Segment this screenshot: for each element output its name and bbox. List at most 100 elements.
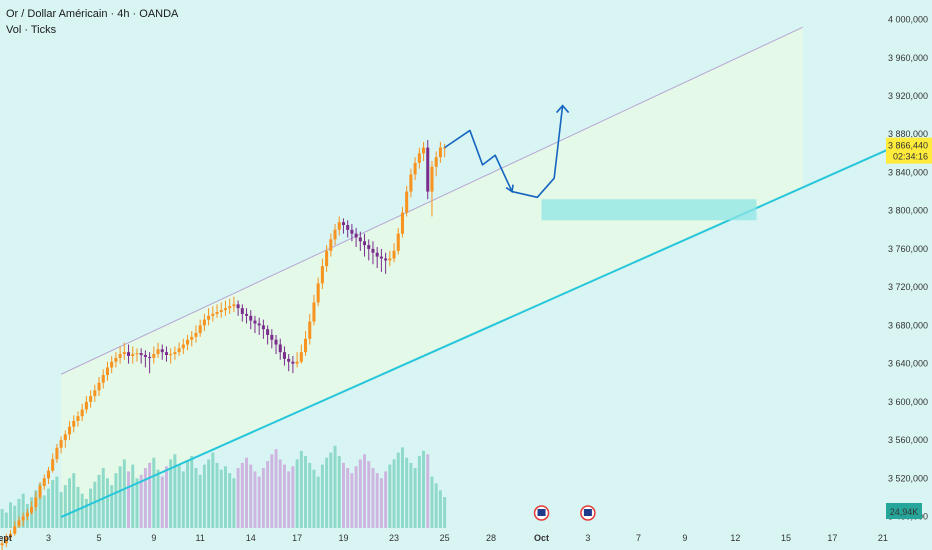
volume-bar <box>438 490 442 528</box>
candle-body <box>371 248 375 253</box>
volume-bar <box>211 452 215 528</box>
candle-body <box>105 367 109 376</box>
candle-body <box>337 222 341 230</box>
y-tick-label: 3 920,000 <box>888 91 928 101</box>
candle-body <box>93 390 97 397</box>
volume-bar <box>232 478 236 528</box>
x-tick-label: 25 <box>440 533 450 543</box>
volume-bar <box>396 452 400 528</box>
volume-bar <box>93 481 97 528</box>
candle-body <box>392 250 396 259</box>
candle-body <box>135 353 139 355</box>
volume-bar <box>110 485 114 528</box>
volume-bar <box>198 474 202 528</box>
volume-bar <box>304 456 308 528</box>
volume-bar <box>388 464 392 528</box>
candle-body <box>367 245 371 249</box>
candle-body <box>236 304 240 309</box>
volume-bar <box>143 468 147 528</box>
candle-body <box>426 147 430 192</box>
forecast-arrow-mid <box>505 184 514 193</box>
candle-body <box>228 306 232 309</box>
candle-body <box>245 313 249 316</box>
candle-body <box>42 478 46 486</box>
candle-body <box>375 252 379 257</box>
x-tick-label: 21 <box>878 533 888 543</box>
volume-bar <box>51 480 55 528</box>
x-tick-label: 12 <box>730 533 740 543</box>
volume-bar <box>55 476 59 528</box>
volume-bar <box>223 466 227 528</box>
y-tick-label: 3 640,000 <box>888 359 928 369</box>
volume-bar <box>59 492 63 528</box>
volume-tag <box>886 503 922 519</box>
price-tag-value: 3 866,440 <box>888 141 928 151</box>
price-tag-countdown: 02:34:16 <box>893 152 928 162</box>
volume-bar <box>38 483 42 528</box>
candle-body <box>409 174 413 192</box>
volume-bar <box>354 466 358 528</box>
volume-bar <box>443 497 447 528</box>
candle-body <box>312 302 316 322</box>
candle-body <box>413 162 417 175</box>
y-tick-label: 3 960,000 <box>888 53 928 63</box>
candle-body <box>4 537 8 544</box>
volume-bar <box>409 462 413 528</box>
volume-bar <box>72 473 76 528</box>
candle-body <box>89 396 93 402</box>
x-tick-label: 17 <box>827 533 837 543</box>
volume-bar <box>320 464 324 528</box>
y-tick-label: 3 800,000 <box>888 206 928 216</box>
volume-bar <box>9 502 13 528</box>
x-tick-label: 5 <box>97 533 102 543</box>
volume-bar <box>337 456 341 528</box>
volume-bar <box>160 476 164 528</box>
volume-bar <box>80 493 84 528</box>
candle-body <box>72 420 76 427</box>
candle-body <box>249 315 253 321</box>
volume-bar <box>392 459 396 528</box>
candle-body <box>207 315 211 320</box>
price-tag <box>886 137 932 164</box>
x-tick-label: 17 <box>292 533 302 543</box>
volume-bar <box>384 471 388 528</box>
volume-bar <box>105 478 109 528</box>
news-event-icon <box>533 505 550 521</box>
candle-body <box>400 212 404 234</box>
candle-body <box>278 344 282 353</box>
volume-bar <box>114 473 118 528</box>
x-tick-label: 9 <box>682 533 687 543</box>
volume-bar <box>173 454 177 528</box>
volume-bar <box>363 454 367 528</box>
volume-bar <box>253 471 257 528</box>
candle-body <box>122 352 126 355</box>
x-tick-label: 7 <box>636 533 641 543</box>
candle-body <box>186 339 190 345</box>
x-tick-label: 14 <box>246 533 256 543</box>
volume-bar <box>207 459 211 528</box>
volume-bar <box>405 457 409 528</box>
candle-body <box>299 352 303 362</box>
news-event-icon <box>580 505 596 521</box>
candle-body <box>9 533 13 538</box>
candle-body <box>341 222 345 226</box>
candle-body <box>320 266 324 284</box>
volume-bar <box>181 471 185 528</box>
candle-body <box>55 447 59 460</box>
volume-tag-value: 24,94K <box>890 507 919 517</box>
candle-body <box>46 470 50 479</box>
candle-body <box>316 283 320 303</box>
forecast-arrow-head <box>555 104 570 114</box>
candle-body <box>333 229 337 240</box>
volume-bar <box>400 447 404 528</box>
candle-body <box>291 361 295 364</box>
candle-body <box>396 233 400 251</box>
candle-body <box>405 191 409 213</box>
candle-body <box>232 304 236 307</box>
volume-bar <box>295 459 299 528</box>
x-tick-label: 28 <box>486 533 496 543</box>
candle-body <box>194 333 198 337</box>
x-tick-label: 19 <box>338 533 348 543</box>
candle-body <box>190 336 194 340</box>
